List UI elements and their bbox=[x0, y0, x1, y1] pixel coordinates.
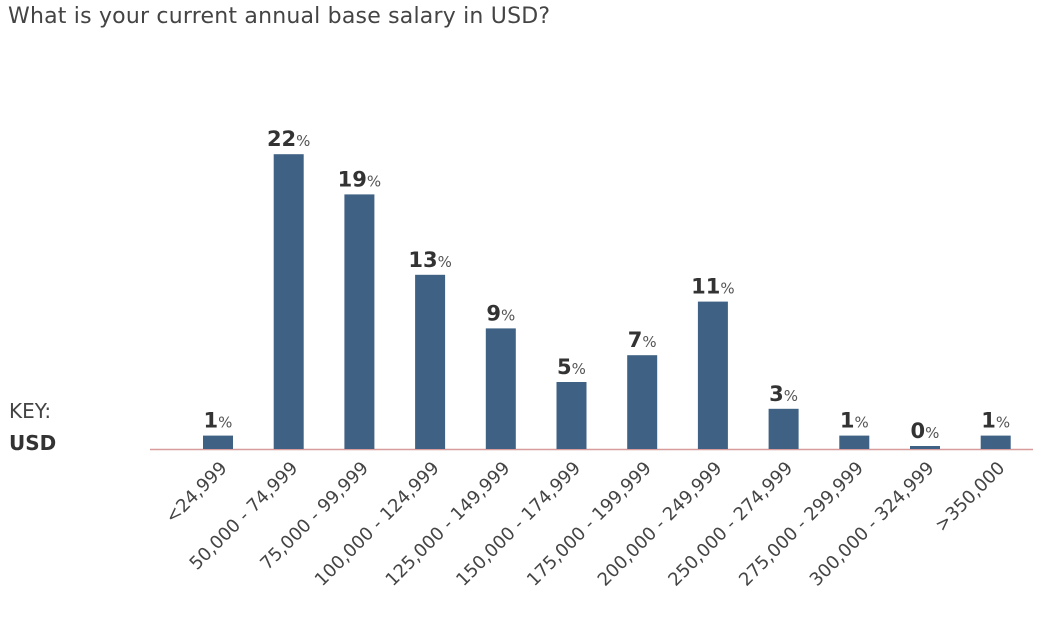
value-label-2: 19% bbox=[338, 167, 382, 191]
key-label: KEY: bbox=[9, 399, 52, 423]
category-tick-4: 125,000 - 149,999 bbox=[382, 458, 515, 591]
category-tick-8: 250,000 - 274,999 bbox=[664, 458, 797, 591]
chart-question-title: What is your current annual base salary … bbox=[8, 4, 551, 29]
value-label-6: 7% bbox=[628, 328, 657, 352]
bar-2 bbox=[344, 194, 375, 449]
bar-1 bbox=[273, 154, 304, 449]
value-label-8: 3% bbox=[769, 382, 798, 406]
bar-7 bbox=[697, 301, 728, 449]
bar-6 bbox=[627, 355, 658, 449]
value-label-3: 13% bbox=[408, 248, 452, 272]
bar-3 bbox=[415, 274, 446, 449]
bars-group bbox=[203, 154, 1011, 449]
bar-5 bbox=[556, 382, 587, 449]
value-label-7: 11% bbox=[691, 275, 735, 299]
bar-4 bbox=[485, 328, 516, 449]
value-label-1: 22% bbox=[267, 127, 311, 151]
bar-10 bbox=[910, 446, 940, 449]
bar-8 bbox=[768, 408, 799, 449]
value-label-0: 1% bbox=[204, 409, 233, 433]
category-tick-0: <24,999 bbox=[161, 458, 231, 528]
value-label-9: 1% bbox=[840, 409, 869, 433]
value-label-5: 5% bbox=[557, 355, 586, 379]
category-tick-9: 275,000 - 299,999 bbox=[735, 458, 868, 591]
value-label-10: 0% bbox=[911, 419, 940, 443]
bar-0 bbox=[203, 435, 233, 449]
value-label-4: 9% bbox=[486, 301, 515, 325]
category-tick-6: 175,000 - 199,999 bbox=[523, 458, 656, 591]
category-tick-7: 200,000 - 249,999 bbox=[594, 458, 727, 591]
category-tick-10: 300,000 - 324,999 bbox=[806, 458, 939, 591]
category-tick-5: 150,000 - 174,999 bbox=[452, 458, 585, 591]
bar-11 bbox=[980, 435, 1011, 449]
key-value: USD bbox=[9, 431, 57, 455]
category-tick-3: 100,000 - 124,999 bbox=[311, 458, 444, 591]
category-tick-11: >350,000 bbox=[931, 458, 1009, 536]
value-labels-group: 1% 22% 19% 13% 9% 5% 7% 11% 3% 1% 0% 1% bbox=[204, 127, 1011, 443]
bar-9 bbox=[839, 435, 870, 449]
value-label-11: 1% bbox=[981, 409, 1010, 433]
